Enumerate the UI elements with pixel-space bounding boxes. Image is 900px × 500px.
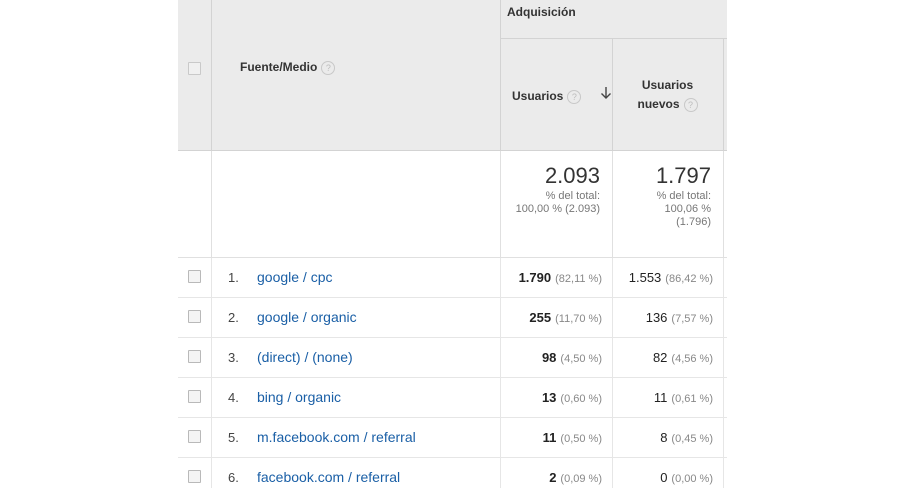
new-users-cell: 136 (7,57 %) [646, 310, 713, 325]
row-number: 3. [228, 350, 239, 365]
new-users-cell: 82 (4,56 %) [653, 350, 713, 365]
users-percent: (4,50 %) [560, 353, 602, 365]
users-value: 98 [541, 350, 557, 365]
users-value: 1.790 [518, 270, 552, 285]
table-row: 1. google / cpc 1.790 (82,11 %) 1.553 (86,… [178, 258, 727, 298]
source-medium-label: Fuente/Medio [240, 60, 318, 74]
users-percent: (0,09 %) [560, 473, 602, 485]
row-checkbox[interactable] [188, 310, 201, 323]
new-users-value: 136 [645, 310, 668, 325]
users-cell: 1.790 (82,11 %) [519, 270, 602, 285]
row-number: 2. [228, 310, 239, 325]
new-users-header: Usuarios nuevos? [612, 76, 723, 114]
arrow-down-icon[interactable] [600, 86, 612, 100]
new-users-percent: (0,61 %) [671, 393, 713, 405]
row-checkbox[interactable] [188, 470, 201, 483]
header-check-cell [178, 0, 212, 150]
new-users-value: 1.553 [628, 270, 662, 285]
source-medium-header[interactable]: Fuente/Medio? [240, 60, 336, 75]
new-users-column-header[interactable]: Usuarios nuevos? [612, 38, 724, 150]
users-value: 255 [529, 310, 552, 325]
new-users-cell: 1.553 (86,42 %) [629, 270, 713, 285]
users-value: 11 [542, 430, 557, 445]
row-checkbox[interactable] [188, 350, 201, 363]
acquisition-label: Adquisición [507, 5, 576, 19]
row-number: 4. [228, 390, 239, 405]
total-new-users-caption-2: 100,06 % [664, 203, 711, 215]
table-row: 5. m.facebook.com / referral 11 (0,50 %) … [178, 418, 727, 458]
users-value: 2 [549, 470, 557, 485]
totals-users-cell: 2.093 % del total: 100,00 % (2.093) [500, 151, 613, 257]
help-icon[interactable]: ? [567, 89, 582, 104]
help-icon[interactable]: ? [321, 60, 336, 75]
users-percent: (0,60 %) [560, 393, 602, 405]
table-row: 2. google / organic 255 (11,70 %) 136 (7,5… [178, 298, 727, 338]
table-row: 3. (direct) / (none) 98 (4,50 %) 82 (4,56 … [178, 338, 727, 378]
users-header: Usuarios? [512, 89, 582, 104]
users-cell: 255 (11,70 %) [529, 310, 602, 325]
users-cell: 2 (0,09 %) [549, 470, 602, 485]
users-label: Usuarios [512, 89, 564, 103]
new-users-value: 82 [652, 350, 668, 365]
users-percent: (11,70 %) [555, 313, 602, 325]
table-row: 6. facebook.com / referral 2 (0,09 %) 0 (0… [178, 458, 727, 488]
new-users-value: 11 [653, 390, 668, 405]
source-medium-link[interactable]: google / cpc [257, 269, 333, 285]
total-new-users-caption-1: % del total: [656, 190, 711, 202]
table-body: 1. google / cpc 1.790 (82,11 %) 1.553 (86,… [178, 258, 727, 488]
totals-new-users-cell: 1.797 % del total: 100,06 % (1.796) [612, 151, 724, 257]
row-checkbox[interactable] [188, 390, 201, 403]
new-users-percent: (86,42 %) [665, 273, 713, 285]
users-percent: (0,50 %) [560, 433, 602, 445]
totals-source-cell [211, 151, 501, 257]
users-percent: (82,11 %) [555, 273, 602, 285]
source-medium-link[interactable]: google / organic [257, 309, 357, 325]
help-icon[interactable]: ? [683, 97, 698, 112]
totals-row: 2.093 % del total: 100,00 % (2.093) 1.79… [178, 151, 727, 258]
table-row: 4. bing / organic 13 (0,60 %) 11 (0,61 %) [178, 378, 727, 418]
source-medium-link[interactable]: (direct) / (none) [257, 349, 353, 365]
total-new-users-value: 1.797 [655, 163, 711, 188]
new-users-cell: 8 (0,45 %) [660, 430, 713, 445]
new-users-cell: 11 (0,61 %) [654, 390, 713, 405]
row-number: 5. [228, 430, 239, 445]
total-users-caption-1: % del total: [545, 190, 600, 202]
total-users-caption: % del total: 100,00 % (2.093) [516, 190, 600, 216]
table-header: Fuente/Medio? Adquisición Usuarios? Usua… [178, 0, 727, 151]
users-cell: 98 (4,50 %) [542, 350, 602, 365]
total-new-users-caption: % del total: 100,06 % (1.796) [657, 190, 711, 229]
source-medium-link[interactable]: m.facebook.com / referral [257, 429, 416, 445]
select-all-checkbox[interactable] [188, 62, 201, 75]
total-new-users-caption-3: (1.796) [676, 216, 711, 228]
total-users-value: 2.093 [544, 163, 600, 188]
users-value: 13 [541, 390, 557, 405]
total-users-caption-2: 100,00 % (2.093) [515, 203, 600, 215]
source-medium-link[interactable]: bing / organic [257, 389, 342, 405]
users-cell: 11 (0,50 %) [543, 430, 602, 445]
report-table: Fuente/Medio? Adquisición Usuarios? Usua… [178, 0, 727, 488]
new-users-percent: (4,56 %) [671, 353, 713, 365]
new-users-value: 0 [660, 470, 668, 485]
totals-check-cell [178, 151, 212, 257]
new-users-percent: (0,45 %) [671, 433, 713, 445]
new-users-value: 8 [660, 430, 668, 445]
new-users-percent: (7,57 %) [671, 313, 713, 325]
new-users-label-line1: Usuarios [641, 78, 694, 92]
users-cell: 13 (0,60 %) [542, 390, 602, 405]
acquisition-group-header: Adquisición [500, 0, 727, 39]
new-users-percent: (0,00 %) [671, 473, 713, 485]
row-number: 6. [228, 470, 239, 485]
users-column-header[interactable]: Usuarios? [500, 38, 613, 150]
new-users-cell: 0 (0,00 %) [660, 470, 713, 485]
header-source-cell: Fuente/Medio? [211, 0, 501, 150]
row-checkbox[interactable] [188, 270, 201, 283]
source-medium-link[interactable]: facebook.com / referral [257, 469, 401, 485]
row-number: 1. [228, 270, 239, 285]
row-checkbox[interactable] [188, 430, 201, 443]
new-users-label-line2: nuevos [637, 97, 680, 111]
